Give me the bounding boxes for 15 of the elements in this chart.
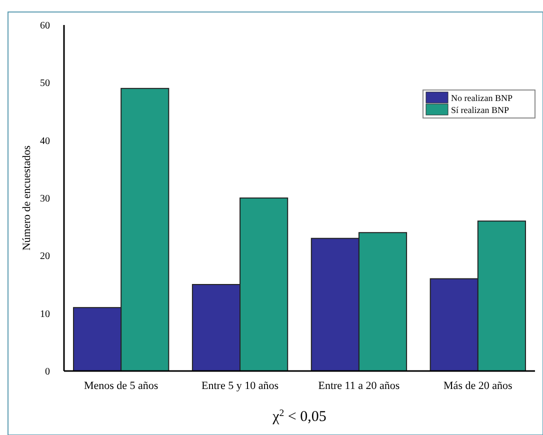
x-tick-label: Entre 11 a 20 años <box>318 380 400 392</box>
y-tick-label: 60 <box>40 20 50 32</box>
x-tick-label: Entre 5 y 10 años <box>202 380 279 392</box>
y-tick-label: 0 <box>45 366 50 378</box>
y-tick-label: 10 <box>40 308 50 320</box>
y-tick-label: 50 <box>40 78 50 90</box>
y-tick-label: 40 <box>40 136 50 147</box>
legend-label: No realizan BNP <box>451 93 512 103</box>
y-tick-label: 20 <box>40 251 50 262</box>
x-tick-label: Menos de 5 años <box>84 380 158 392</box>
y-axis-title: Número de encuestados <box>21 145 33 251</box>
legend-label: Sí realizan BNP <box>451 105 509 115</box>
y-tick-label: 30 <box>40 194 50 204</box>
x-tick-label: Más de 20 años <box>444 380 512 392</box>
x-axis-title: χ$^{2}$ < 0,05 <box>272 408 326 425</box>
